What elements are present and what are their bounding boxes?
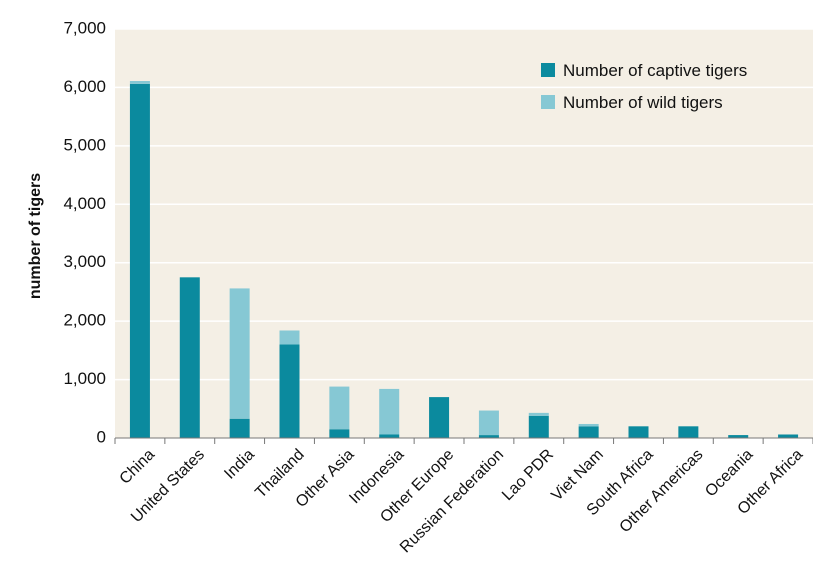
- y-tick-label: 1,000: [63, 369, 106, 388]
- x-tick-marks: [114, 438, 813, 444]
- bar-captive: [678, 426, 699, 438]
- x-tick-label: India: [221, 446, 258, 483]
- y-tick-label: 3,000: [63, 252, 106, 271]
- bar-captive: [279, 344, 300, 438]
- bar-wild: [478, 410, 499, 436]
- bar-captive: [578, 426, 599, 438]
- y-tick-labels: 0 1,000 2,000 3,000 4,000 5,000 6,000 7,000: [63, 18, 106, 446]
- bar-captive: [728, 435, 749, 438]
- y-tick-label: 2,000: [63, 311, 106, 330]
- x-tick-label: China: [117, 446, 159, 488]
- bar-wild: [379, 388, 400, 435]
- bar-wild: [329, 386, 350, 430]
- plot-background: [115, 29, 813, 438]
- legend-swatch-wild: [541, 95, 555, 109]
- y-tick-label: 5,000: [63, 135, 106, 154]
- bar-captive: [329, 429, 350, 438]
- y-axis-label: number of tigers: [27, 173, 44, 299]
- bar-captive: [179, 277, 200, 438]
- bar-captive: [528, 415, 549, 438]
- y-tick-label: 7,000: [63, 18, 106, 37]
- bar-captive: [778, 434, 799, 438]
- bar-captive: [429, 397, 450, 438]
- bars: [129, 81, 799, 439]
- bar-captive: [628, 426, 649, 438]
- bar-captive: [478, 435, 499, 438]
- legend-label-captive: Number of captive tigers: [563, 61, 747, 80]
- y-tick-label: 4,000: [63, 194, 106, 213]
- legend: Number of captive tigers Number of wild …: [541, 61, 747, 112]
- bar-wild: [578, 423, 599, 427]
- y-tick-label: 0: [97, 427, 106, 446]
- x-tick-label: Lao PDR: [499, 446, 557, 504]
- y-tick-label: 6,000: [63, 77, 106, 96]
- bar-wild: [528, 412, 549, 416]
- bar-wild: [129, 81, 150, 84]
- legend-label-wild: Number of wild tigers: [563, 93, 723, 112]
- bar-captive: [379, 434, 400, 438]
- bar-wild: [229, 288, 250, 419]
- bar-wild: [279, 330, 300, 345]
- bar-captive: [129, 83, 150, 439]
- bar-captive: [229, 418, 250, 438]
- legend-swatch-captive: [541, 63, 555, 77]
